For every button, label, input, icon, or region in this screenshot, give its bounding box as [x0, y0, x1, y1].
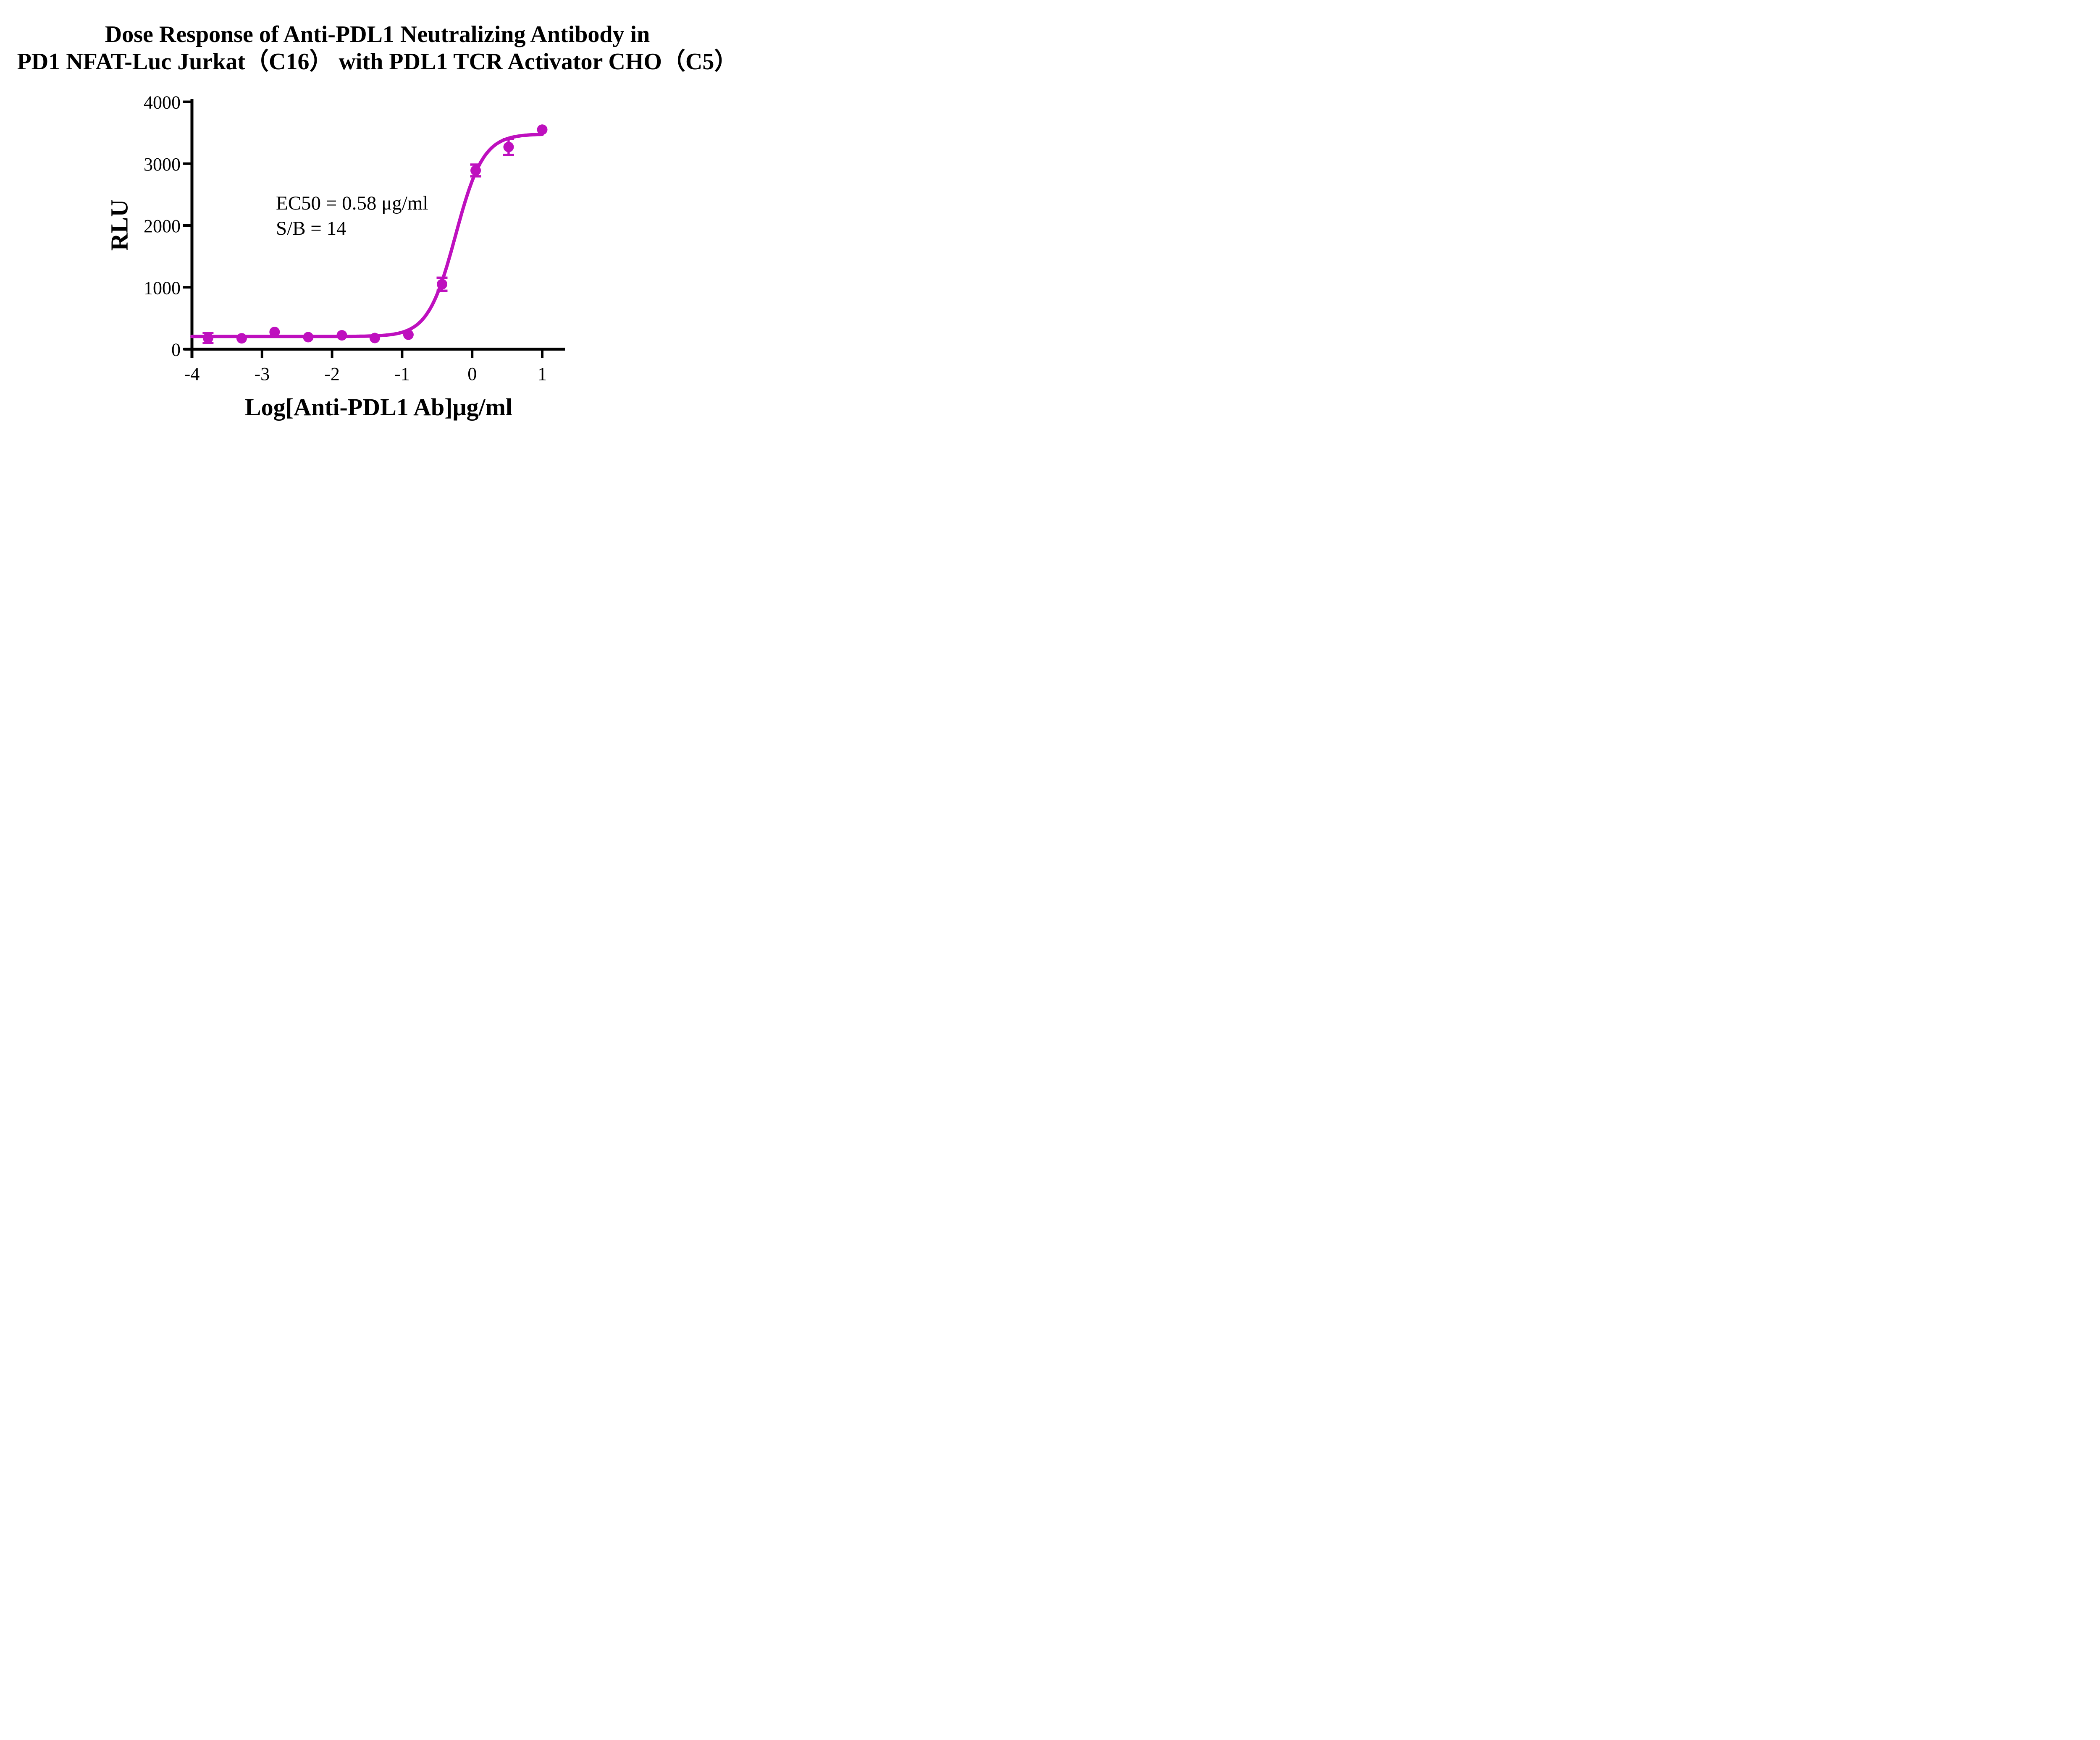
data-point-marker [269, 327, 280, 338]
y-tick-label: 2000 [144, 216, 181, 236]
data-point-marker [336, 330, 347, 341]
ec50-annotation-line: EC50 = 0.58 μg/ml [276, 192, 428, 214]
data-point-marker [503, 142, 514, 152]
x-tick-label: 1 [538, 364, 547, 384]
x-tick-label: -2 [324, 364, 340, 384]
y-tick-label: 3000 [144, 154, 181, 175]
data-point-marker [470, 165, 481, 176]
x-tick-label: -3 [254, 364, 270, 384]
fit-annotation: EC50 = 0.58 μg/ml S/B = 14 [276, 191, 428, 241]
data-point-marker [369, 333, 380, 343]
y-tick-label: 1000 [144, 278, 181, 298]
y-tick-label: 0 [171, 340, 181, 360]
data-point-marker [202, 333, 213, 343]
chart-title-line1: Dose Response of Anti-PDL1 Neutralizing … [105, 21, 650, 47]
x-tick-label: -4 [184, 364, 200, 384]
dose-response-plot-area: -4 -3 -2 -1 0 1 0 1000 2000 3000 4000 [144, 92, 565, 384]
y-tick-label: 4000 [144, 92, 181, 113]
x-axis-title: Log[Anti-PDL1 Ab]μg/ml [244, 393, 513, 421]
x-tick-label: 0 [467, 364, 477, 384]
data-point-marker [537, 124, 548, 135]
data-point-marker [303, 332, 314, 343]
chart-title-line2: PD1 NFAT-Luc Jurkat（C16） with PDL1 TCR A… [17, 48, 738, 75]
data-point-marker [436, 279, 447, 290]
fit-curve [190, 133, 544, 338]
data-point-marker [403, 329, 414, 340]
x-tick-label: -1 [394, 364, 410, 384]
signal-background-annotation-line: S/B = 14 [276, 217, 346, 239]
data-point-marker [236, 333, 247, 344]
chart-title: Dose Response of Anti-PDL1 Neutralizing … [0, 21, 755, 76]
